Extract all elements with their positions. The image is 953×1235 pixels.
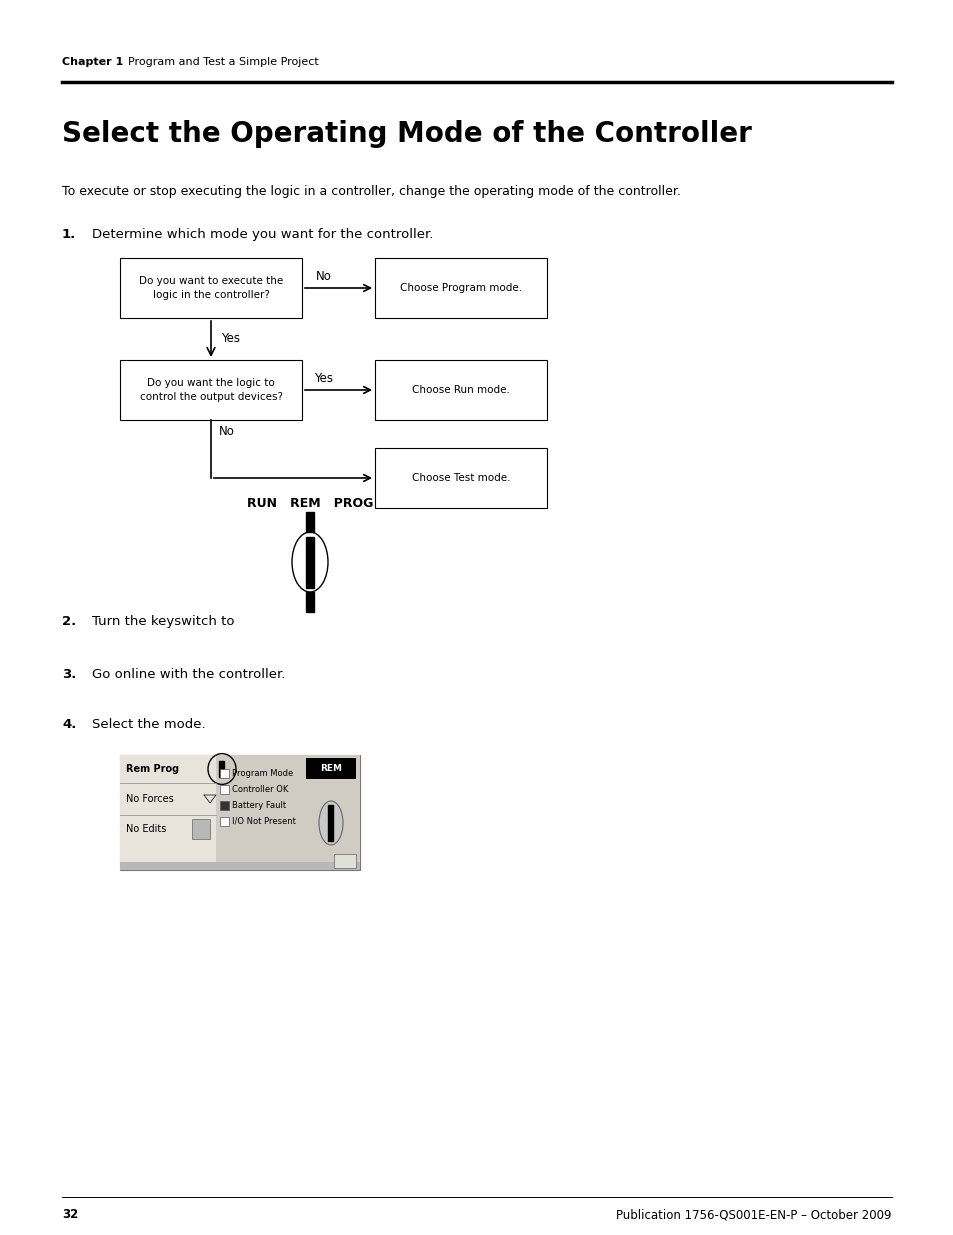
- Bar: [306, 536, 314, 588]
- Text: Choose Run mode.: Choose Run mode.: [412, 385, 510, 395]
- Text: Choose Program mode.: Choose Program mode.: [399, 283, 521, 293]
- Text: Select the mode.: Select the mode.: [91, 718, 206, 731]
- Bar: [220, 800, 229, 809]
- Text: No: No: [219, 425, 234, 438]
- Text: To execute or stop executing the logic in a controller, change the operating mod: To execute or stop executing the logic i…: [62, 185, 680, 198]
- Text: Publication 1756-QS001E-EN-P – October 2009: Publication 1756-QS001E-EN-P – October 2…: [616, 1209, 891, 1221]
- Text: No Forces: No Forces: [126, 794, 173, 804]
- Text: RUN   REM   PROG: RUN REM PROG: [247, 496, 373, 510]
- Text: Controller OK: Controller OK: [232, 784, 288, 794]
- Text: Rem Prog: Rem Prog: [126, 764, 179, 774]
- Bar: [306, 592, 314, 613]
- Text: Battery Fault: Battery Fault: [232, 800, 286, 809]
- Text: REM: REM: [319, 764, 341, 773]
- Bar: [120, 862, 359, 869]
- Ellipse shape: [292, 532, 328, 592]
- Bar: [220, 784, 229, 794]
- Bar: [120, 755, 359, 869]
- Bar: [215, 755, 359, 869]
- Text: No Edits: No Edits: [126, 824, 166, 834]
- Text: Turn the keyswitch to: Turn the keyswitch to: [91, 615, 234, 629]
- Text: Yes: Yes: [221, 332, 240, 346]
- Bar: [219, 761, 224, 777]
- Text: Chapter 1: Chapter 1: [62, 57, 123, 67]
- Text: Yes: Yes: [314, 372, 333, 385]
- Bar: [120, 359, 302, 420]
- Bar: [375, 359, 546, 420]
- Bar: [306, 758, 355, 779]
- Bar: [328, 805, 334, 841]
- Text: No: No: [315, 270, 331, 283]
- Ellipse shape: [318, 802, 343, 845]
- Bar: [220, 768, 229, 778]
- Text: 32: 32: [62, 1209, 78, 1221]
- Text: 2.: 2.: [62, 615, 76, 629]
- Text: Do you want the logic to
control the output devices?: Do you want the logic to control the out…: [139, 378, 282, 403]
- Bar: [375, 448, 546, 508]
- Bar: [120, 755, 215, 869]
- Text: 1.: 1.: [62, 228, 76, 241]
- Bar: [192, 819, 210, 839]
- Text: Choose Test mode.: Choose Test mode.: [412, 473, 510, 483]
- Text: Go online with the controller.: Go online with the controller.: [91, 668, 285, 680]
- Text: 4.: 4.: [62, 718, 76, 731]
- Text: Select the Operating Mode of the Controller: Select the Operating Mode of the Control…: [62, 120, 751, 148]
- Text: I/O Not Present: I/O Not Present: [232, 816, 295, 825]
- Bar: [334, 853, 355, 868]
- Bar: [120, 258, 302, 317]
- Text: Do you want to execute the
logic in the controller?: Do you want to execute the logic in the …: [139, 275, 283, 300]
- Text: Determine which mode you want for the controller.: Determine which mode you want for the co…: [91, 228, 433, 241]
- Text: Program Mode: Program Mode: [232, 768, 293, 778]
- Bar: [306, 513, 314, 532]
- Text: 3.: 3.: [62, 668, 76, 680]
- Text: Program and Test a Simple Project: Program and Test a Simple Project: [128, 57, 318, 67]
- Bar: [375, 258, 546, 317]
- Bar: [220, 816, 229, 825]
